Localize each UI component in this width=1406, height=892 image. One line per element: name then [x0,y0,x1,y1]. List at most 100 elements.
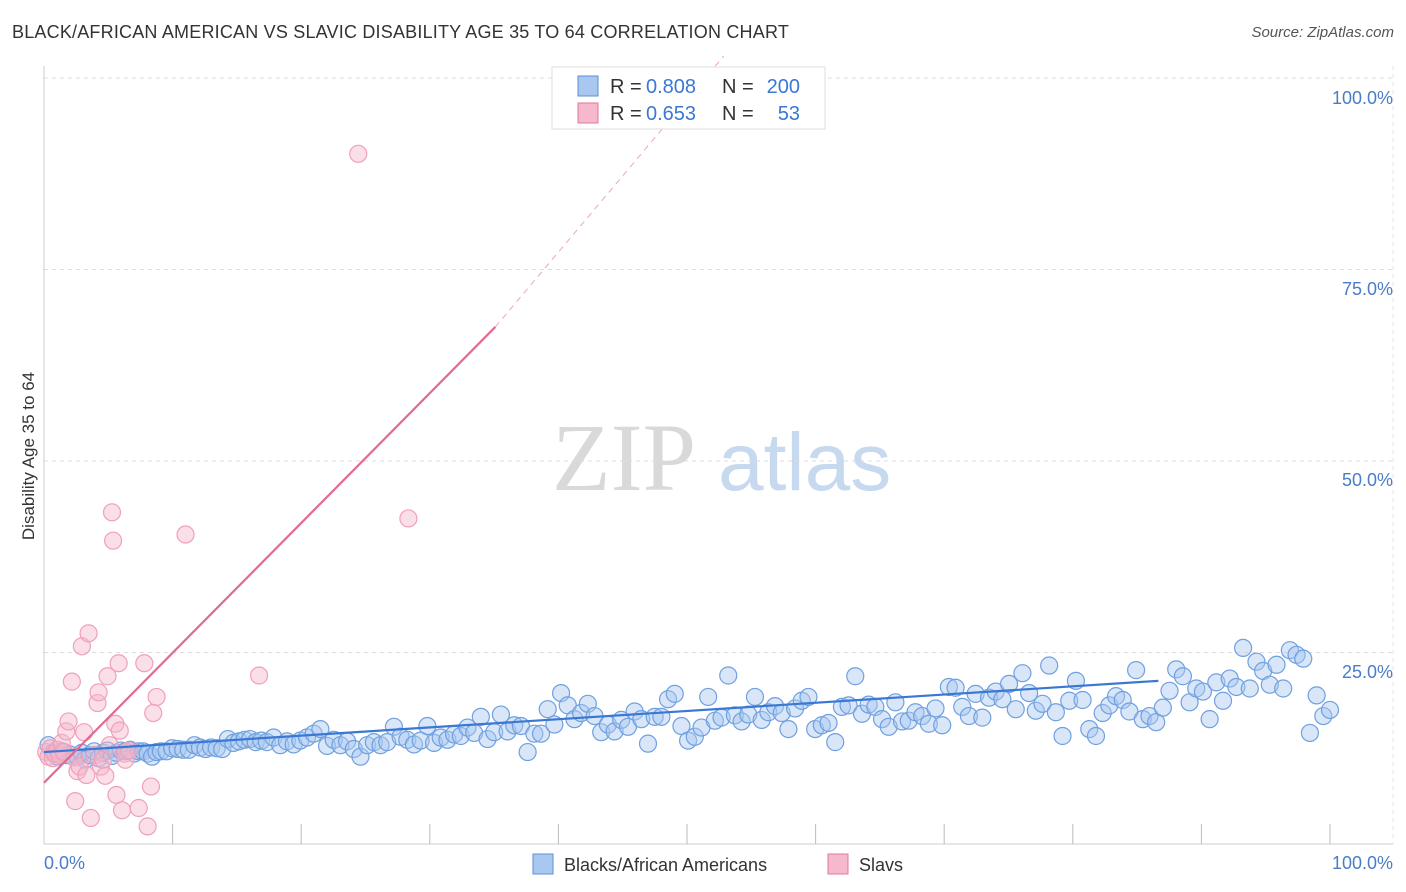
data-point-slavs [103,531,123,550]
data-point-blacks [953,697,972,716]
data-point-blacks [872,710,892,729]
data-point-blacks [732,712,751,731]
data-point-slavs [147,687,166,707]
data-point-blacks [819,713,838,733]
legend-n-value-slavs: 53 [778,103,800,125]
data-point-blacks [431,728,450,747]
data-point-blacks [1153,698,1172,717]
data-point-blacks [1013,664,1032,683]
data-point-slavs [85,746,104,765]
data-point-slavs [176,525,195,544]
watermark-atlas: atlas [718,417,891,508]
series-legend: Blacks/African Americans Slavs [532,853,903,875]
data-point-slavs [138,817,157,836]
data-point-blacks [478,729,497,749]
data-point-blacks [832,697,851,716]
data-point-blacks [1207,673,1226,692]
watermark-zip: ZIP [552,404,696,511]
data-point-blacks [1227,677,1246,697]
series-slavs-points [37,144,418,836]
data-point-slavs [249,666,269,685]
data-point-slavs [110,721,129,740]
data-point-blacks [471,707,490,726]
data-point-slavs [64,748,84,767]
data-point-blacks [538,700,557,719]
legend-swatch-blacks [577,75,599,97]
data-point-blacks [1240,679,1259,698]
data-point-blacks [699,687,718,707]
data-point-blacks [1173,667,1193,686]
data-point-blacks [1213,691,1233,710]
source-label: Source: ZipAtlas.com [1251,24,1394,41]
data-point-blacks [531,724,551,743]
data-point-slavs [109,654,128,673]
trend-line-blacks [43,679,1159,754]
data-point-blacks [892,712,912,731]
data-point-blacks [1167,660,1186,679]
data-point-blacks [719,666,738,685]
data-point-slavs [77,765,96,785]
data-point-blacks [1320,700,1340,720]
legend-r-label-slavs: R = [610,103,642,125]
data-point-slavs [144,703,163,723]
data-point-blacks [1093,703,1112,723]
legend-n-label-blacks: N = [722,76,754,98]
data-point-slavs [349,144,368,163]
data-point-slavs [91,757,110,776]
data-point-blacks [1126,661,1146,680]
data-point-slavs [96,766,115,785]
data-point-blacks [1160,681,1179,700]
data-point-blacks [745,687,765,707]
data-point-slavs [135,654,154,673]
data-point-blacks [1193,682,1213,701]
data-point-blacks [1100,696,1119,715]
data-point-blacks [1053,726,1072,746]
data-point-blacks [1294,649,1313,668]
y-axis-label: Disability Age 35 to 64 [19,372,38,540]
bottom-legend-swatch-blacks [532,853,554,875]
data-point-slavs [112,801,132,820]
data-point-blacks [1080,719,1099,739]
data-point-blacks [1006,700,1025,719]
data-point-blacks [652,707,671,726]
bottom-legend-label-blacks: Blacks/African Americans [564,855,767,875]
data-point-blacks [826,733,845,752]
data-point-blacks [351,747,370,766]
data-point-blacks [1033,694,1052,713]
data-point-slavs [62,672,81,691]
data-point-blacks [525,724,544,743]
data-point-blacks [592,723,611,742]
data-point-blacks [1026,701,1045,720]
data-point-blacks [418,716,437,736]
data-point-blacks [1046,703,1065,722]
data-point-blacks [518,742,537,762]
y-tick-label-100: 100.0% [1332,88,1393,108]
data-point-blacks [1200,710,1219,729]
data-point-blacks [999,674,1019,694]
data-point-blacks [1060,691,1079,710]
data-point-slavs [75,723,94,742]
legend-r-value-blacks: 0.808 [646,76,696,98]
data-point-blacks [685,727,704,746]
data-point-blacks [812,716,831,735]
data-point-blacks [846,667,865,686]
data-point-blacks [933,716,952,735]
legend-r-label-blacks: R = [610,76,642,98]
y-tick-label-75: 75.0% [1342,279,1393,299]
data-point-slavs [81,808,100,828]
data-point-blacks [752,710,771,730]
y-tick-label-50: 50.0% [1342,470,1393,490]
data-point-blacks [919,714,938,733]
legend-swatch-slavs [577,102,599,124]
bottom-legend-swatch-slavs [827,853,849,875]
data-point-slavs [59,712,78,731]
data-point-slavs [141,777,161,796]
data-point-slavs [119,741,138,760]
data-point-slavs [79,624,98,643]
data-point-blacks [378,733,397,752]
data-point-blacks [946,678,965,697]
data-point-blacks [1086,726,1106,746]
legend-n-label-slavs: N = [722,103,754,125]
correlation-legend: R = 0.808 N = 200 R = 0.653 N = 53 [551,66,826,130]
